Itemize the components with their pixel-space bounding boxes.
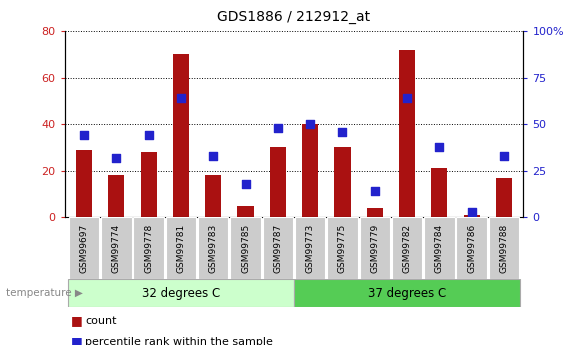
Point bbox=[176, 95, 186, 101]
Text: GSM99781: GSM99781 bbox=[176, 224, 185, 273]
Text: count: count bbox=[85, 316, 117, 326]
Point bbox=[499, 153, 509, 159]
Point bbox=[305, 121, 315, 127]
Bar bbox=[76, 150, 92, 217]
Text: 32 degrees C: 32 degrees C bbox=[142, 287, 220, 300]
Bar bbox=[302, 124, 318, 217]
Text: ■: ■ bbox=[71, 335, 82, 345]
Bar bbox=[360, 217, 390, 279]
Bar bbox=[270, 148, 286, 217]
Bar bbox=[463, 215, 480, 217]
Bar bbox=[496, 178, 512, 217]
Bar bbox=[399, 50, 415, 217]
Bar bbox=[456, 217, 487, 279]
Bar bbox=[101, 217, 132, 279]
Text: percentile rank within the sample: percentile rank within the sample bbox=[85, 337, 273, 345]
Bar bbox=[489, 217, 519, 279]
Bar bbox=[230, 217, 260, 279]
Bar bbox=[205, 175, 221, 217]
Bar bbox=[173, 54, 189, 217]
Text: temperature ▶: temperature ▶ bbox=[6, 288, 83, 298]
Point bbox=[273, 125, 283, 131]
Bar bbox=[68, 279, 294, 307]
Point bbox=[241, 181, 250, 187]
Text: 37 degrees C: 37 degrees C bbox=[368, 287, 446, 300]
Bar bbox=[431, 168, 447, 217]
Point bbox=[402, 95, 412, 101]
Bar bbox=[198, 217, 228, 279]
Point bbox=[370, 188, 379, 194]
Point bbox=[435, 144, 444, 149]
Bar bbox=[335, 148, 350, 217]
Bar bbox=[108, 175, 125, 217]
Bar bbox=[392, 217, 422, 279]
Text: GSM99783: GSM99783 bbox=[209, 224, 218, 273]
Point bbox=[338, 129, 347, 135]
Bar bbox=[295, 217, 325, 279]
Text: GSM99697: GSM99697 bbox=[79, 224, 89, 273]
Text: GDS1886 / 212912_at: GDS1886 / 212912_at bbox=[218, 10, 370, 24]
Bar bbox=[424, 217, 455, 279]
Bar bbox=[166, 217, 196, 279]
Text: GSM99788: GSM99788 bbox=[499, 224, 509, 273]
Point bbox=[112, 155, 121, 160]
Point bbox=[209, 153, 218, 159]
Text: ■: ■ bbox=[71, 314, 82, 327]
Point bbox=[144, 132, 153, 138]
Text: GSM99773: GSM99773 bbox=[306, 224, 315, 273]
Point bbox=[79, 132, 89, 138]
Bar bbox=[367, 208, 383, 217]
Bar bbox=[141, 152, 157, 217]
Text: GSM99779: GSM99779 bbox=[370, 224, 379, 273]
Bar bbox=[263, 217, 293, 279]
Text: GSM99775: GSM99775 bbox=[338, 224, 347, 273]
Point bbox=[467, 209, 476, 215]
Bar bbox=[133, 217, 164, 279]
Bar bbox=[294, 279, 520, 307]
Text: GSM99786: GSM99786 bbox=[467, 224, 476, 273]
Text: GSM99785: GSM99785 bbox=[241, 224, 250, 273]
Text: GSM99782: GSM99782 bbox=[403, 224, 412, 273]
Text: GSM99787: GSM99787 bbox=[273, 224, 282, 273]
Bar bbox=[328, 217, 358, 279]
Bar bbox=[238, 206, 253, 217]
Bar bbox=[69, 217, 99, 279]
Text: GSM99774: GSM99774 bbox=[112, 224, 121, 273]
Text: GSM99784: GSM99784 bbox=[435, 224, 444, 273]
Text: GSM99778: GSM99778 bbox=[144, 224, 153, 273]
